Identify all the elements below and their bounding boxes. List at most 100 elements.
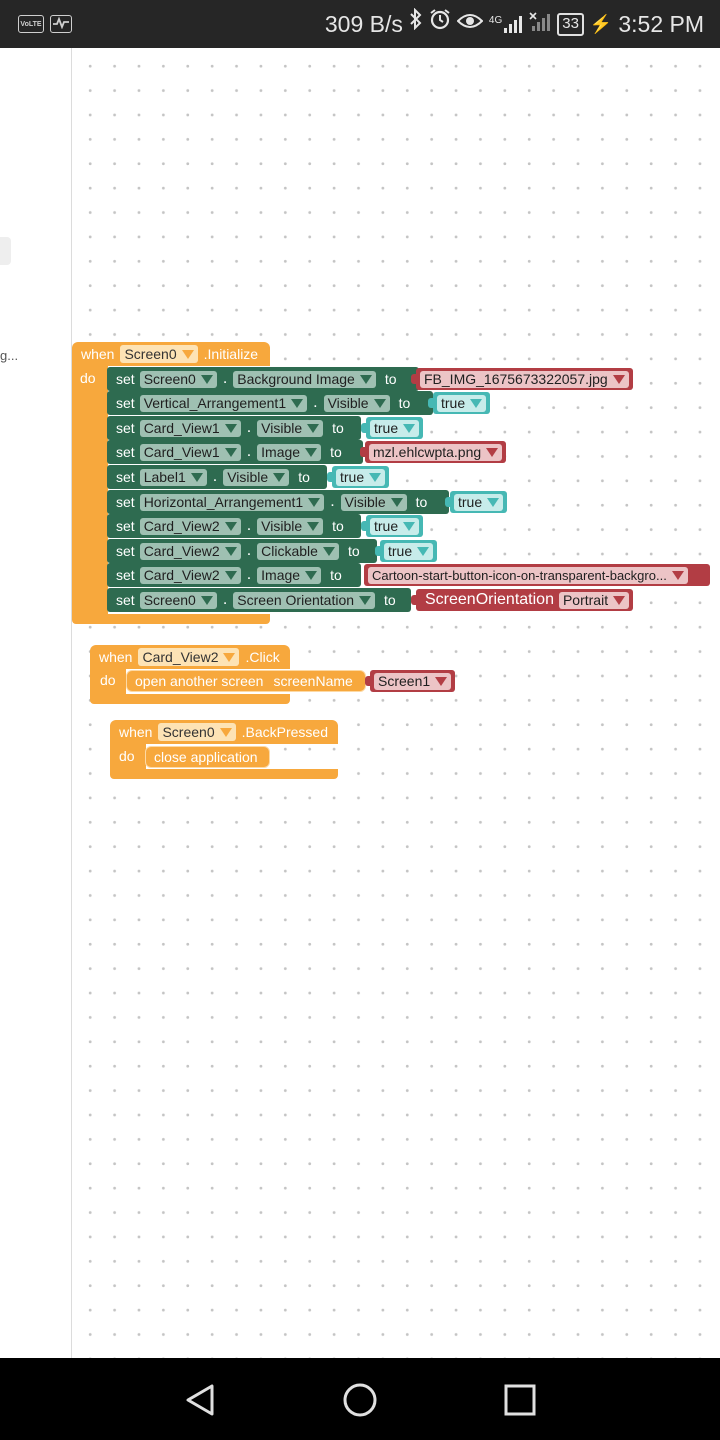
- set-block[interactable]: set Screen0 . Background Image to: [107, 367, 419, 391]
- chevron-down-icon: [373, 398, 386, 408]
- enum-dropdown[interactable]: Portrait: [558, 591, 630, 609]
- chevron-down-icon: [435, 676, 448, 686]
- boolean-block[interactable]: true: [374, 540, 438, 562]
- component-dropdown[interactable]: Card_View1: [139, 419, 241, 437]
- dot-separator: .: [222, 591, 228, 608]
- backpressed-header: when Screen0 .BackPressed: [119, 721, 328, 743]
- asset-dropdown[interactable]: mzl.ehlcwpta.png: [369, 443, 503, 461]
- chevron-down-icon: [403, 521, 416, 531]
- component-dropdown[interactable]: Screen0: [139, 591, 217, 609]
- boolean-dropdown[interactable]: true: [454, 493, 504, 511]
- set-label: set: [116, 543, 135, 559]
- chevron-down-icon: [307, 521, 320, 531]
- property-dropdown[interactable]: Background Image: [233, 370, 376, 388]
- property-dropdown[interactable]: Visible: [323, 394, 390, 412]
- charging-icon: ⚡: [589, 13, 613, 34]
- home-icon[interactable]: [338, 1378, 382, 1422]
- set-label: set: [116, 371, 135, 387]
- component-dropdown[interactable]: Card_View2: [138, 648, 240, 666]
- chevron-down-icon: [612, 374, 625, 384]
- component-dropdown[interactable]: Label1: [139, 468, 207, 486]
- asset-dropdown[interactable]: FB_IMG_1675673322057.jpg: [420, 370, 629, 388]
- boolean-dropdown[interactable]: true: [437, 394, 487, 412]
- status-bar: VoLTE 309 B/s 4G 33 ⚡ 3:52 PM: [0, 0, 720, 48]
- component-dropdown[interactable]: Screen0: [158, 723, 236, 741]
- chevron-down-icon: [359, 374, 372, 384]
- back-icon[interactable]: [178, 1378, 222, 1422]
- initialize-event-foot: [72, 614, 270, 624]
- boolean-block[interactable]: true: [360, 515, 424, 537]
- set-block[interactable]: set Card_View2 . Clickable to: [107, 539, 377, 563]
- boolean-block[interactable]: true: [360, 417, 424, 439]
- to-label: to: [384, 592, 396, 608]
- component-dropdown[interactable]: Card_View1: [139, 443, 241, 461]
- click-header: when Card_View2 .Click: [99, 646, 280, 668]
- boolean-dropdown[interactable]: true: [370, 517, 420, 535]
- set-block[interactable]: set Label1 . Visible to: [107, 465, 327, 489]
- boolean-dropdown[interactable]: true: [336, 468, 386, 486]
- volte-icon: VoLTE: [18, 15, 44, 33]
- set-block[interactable]: set Card_View1 . Visible to: [107, 416, 361, 440]
- do-label: do: [100, 672, 116, 688]
- to-label: to: [384, 371, 397, 387]
- chevron-down-icon: [200, 374, 213, 384]
- text-value-block[interactable]: mzl.ehlcwpta.png: [359, 441, 507, 463]
- recents-icon[interactable]: [498, 1378, 542, 1422]
- close-application-block[interactable]: close application: [145, 746, 270, 768]
- boolean-dropdown[interactable]: true: [384, 542, 434, 560]
- component-dropdown[interactable]: Card_View2: [139, 542, 241, 560]
- set-block[interactable]: set Vertical_Arrangement1 . Visible to: [107, 391, 433, 415]
- text-value-block[interactable]: FB_IMG_1675673322057.jpg: [411, 368, 633, 390]
- set-block[interactable]: set Horizontal_Arrangement1 . Visible to: [107, 490, 449, 514]
- boolean-block[interactable]: true: [427, 392, 491, 414]
- when-label: when: [81, 346, 115, 362]
- property-dropdown[interactable]: Screen Orientation: [233, 591, 376, 609]
- net-speed: 309 B/s: [324, 10, 403, 37]
- chevron-down-icon: [223, 652, 236, 662]
- event-name: .Initialize: [203, 346, 259, 362]
- screen-dropdown[interactable]: Screen1: [374, 672, 452, 690]
- when-label: when: [99, 649, 133, 665]
- component-dropdown[interactable]: Horizontal_Arrangement1: [139, 493, 325, 511]
- set-block[interactable]: set Card_View1 . Image to: [107, 440, 363, 464]
- component-dropdown[interactable]: Card_View2: [139, 566, 241, 584]
- chevron-down-icon: [322, 546, 335, 556]
- property-dropdown[interactable]: Visible: [340, 493, 407, 511]
- property-dropdown[interactable]: Visible: [223, 468, 290, 486]
- to-label: to: [298, 469, 310, 485]
- set-label: set: [116, 395, 135, 411]
- boolean-dropdown[interactable]: true: [370, 419, 420, 437]
- bluetooth-icon: [409, 0, 423, 48]
- boolean-block[interactable]: true: [444, 491, 508, 513]
- chevron-down-icon: [224, 521, 237, 531]
- set-block[interactable]: set Screen0 . Screen Orientation to: [107, 588, 411, 612]
- do-label: do: [119, 748, 135, 764]
- property-dropdown[interactable]: Image: [257, 566, 322, 584]
- sidebar-chip[interactable]: [0, 237, 11, 265]
- event-name: .Click: [245, 649, 280, 665]
- property-dropdown[interactable]: Visible: [257, 419, 324, 437]
- open-another-screen-block[interactable]: open another screen screenName: [126, 670, 366, 692]
- component-dropdown[interactable]: Vertical_Arrangement1: [139, 394, 308, 412]
- asset-dropdown[interactable]: Cartoon-start-button-icon-on-transparent…: [368, 566, 688, 584]
- property-dropdown[interactable]: Image: [257, 443, 322, 461]
- when-label: when: [119, 724, 153, 740]
- component-dropdown[interactable]: Screen0: [139, 370, 217, 388]
- chevron-down-icon: [224, 570, 237, 580]
- property-dropdown[interactable]: Clickable: [257, 542, 339, 560]
- chevron-down-icon: [190, 472, 203, 482]
- text-value-block[interactable]: Screen1: [364, 670, 456, 692]
- boolean-block[interactable]: true: [326, 466, 390, 488]
- dot-separator: .: [222, 370, 228, 387]
- component-dropdown[interactable]: Card_View2: [139, 517, 241, 535]
- text-value-block[interactable]: Cartoon-start-button-icon-on-transparent…: [364, 564, 710, 586]
- property-dropdown[interactable]: Visible: [257, 517, 324, 535]
- initialize-event-body: [72, 366, 108, 616]
- set-block[interactable]: set Card_View2 . Visible to: [107, 514, 361, 538]
- set-label: set: [116, 494, 135, 510]
- component-dropdown[interactable]: Screen0: [120, 345, 198, 363]
- set-block[interactable]: set Card_View2 . Image to: [107, 563, 361, 587]
- enum-value-block[interactable]: ScreenOrientation Portrait: [410, 589, 634, 611]
- chevron-down-icon: [305, 447, 318, 457]
- dot-separator: .: [246, 517, 252, 534]
